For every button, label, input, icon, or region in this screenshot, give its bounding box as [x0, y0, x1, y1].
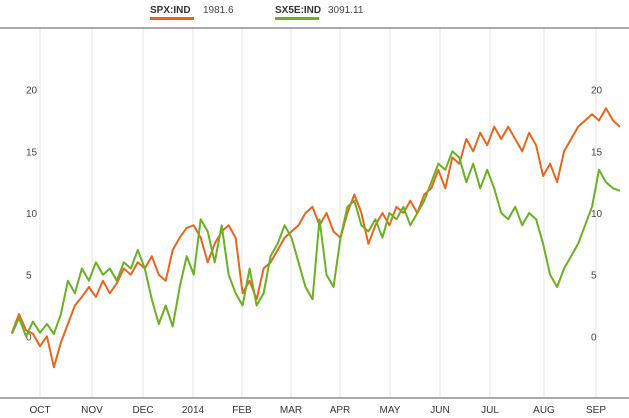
y-tick-left-5: 5 — [26, 271, 32, 282]
legend-sx5e-swatch — [275, 17, 319, 20]
x-tick-mar: MAR — [280, 405, 302, 416]
y-tick-left-20: 20 — [26, 86, 38, 97]
legend-sx5e-value: 3091.11 — [328, 5, 364, 16]
grid — [39, 28, 597, 398]
legend-spx-value: 1981.6 — [203, 5, 234, 16]
legend-sx5e-name: SX5E:IND — [275, 5, 321, 16]
x-tick-2014: 2014 — [182, 405, 205, 416]
y-tick-left-15: 15 — [26, 147, 38, 158]
x-tick-oct: OCT — [29, 405, 50, 416]
y-axis-right: 20 15 10 5 0 — [591, 86, 603, 344]
x-axis: OCT NOV DEC 2014 FEB MAR APR MAY JUN JUL AUG SEP — [29, 405, 606, 416]
y-tick-right-5: 5 — [591, 271, 597, 282]
y-tick-right-15: 15 — [591, 147, 603, 158]
x-tick-jun: JUN — [430, 405, 449, 416]
series-line-spx — [11, 107, 621, 369]
legend-spx-name: SPX:IND — [150, 5, 191, 16]
y-tick-right-10: 10 — [591, 209, 603, 220]
x-tick-apr: APR — [330, 405, 351, 416]
x-tick-jul: JUL — [481, 405, 499, 416]
x-tick-sep: SEP — [586, 405, 606, 416]
x-tick-may: MAY — [380, 405, 401, 416]
series-line-sx5e — [11, 150, 621, 338]
x-tick-feb: FEB — [232, 405, 252, 416]
series-lines — [11, 107, 621, 369]
legend-spx-swatch — [150, 17, 194, 20]
legend: SPX:IND 1981.6 SX5E:IND 3091.11 — [150, 5, 364, 20]
legend-entry-spx[interactable]: SPX:IND 1981.6 — [150, 5, 234, 20]
y-axis-left: 20 15 10 5 0 — [26, 86, 38, 344]
legend-entry-sx5e[interactable]: SX5E:IND 3091.11 — [275, 5, 364, 20]
x-tick-dec: DEC — [132, 405, 153, 416]
x-tick-aug: AUG — [533, 405, 555, 416]
y-tick-right-20: 20 — [591, 86, 603, 97]
y-tick-left-10: 10 — [26, 209, 38, 220]
y-tick-right-0: 0 — [591, 332, 597, 343]
y-tick-left-0: 0 — [26, 332, 32, 343]
x-tick-nov: NOV — [81, 405, 103, 416]
